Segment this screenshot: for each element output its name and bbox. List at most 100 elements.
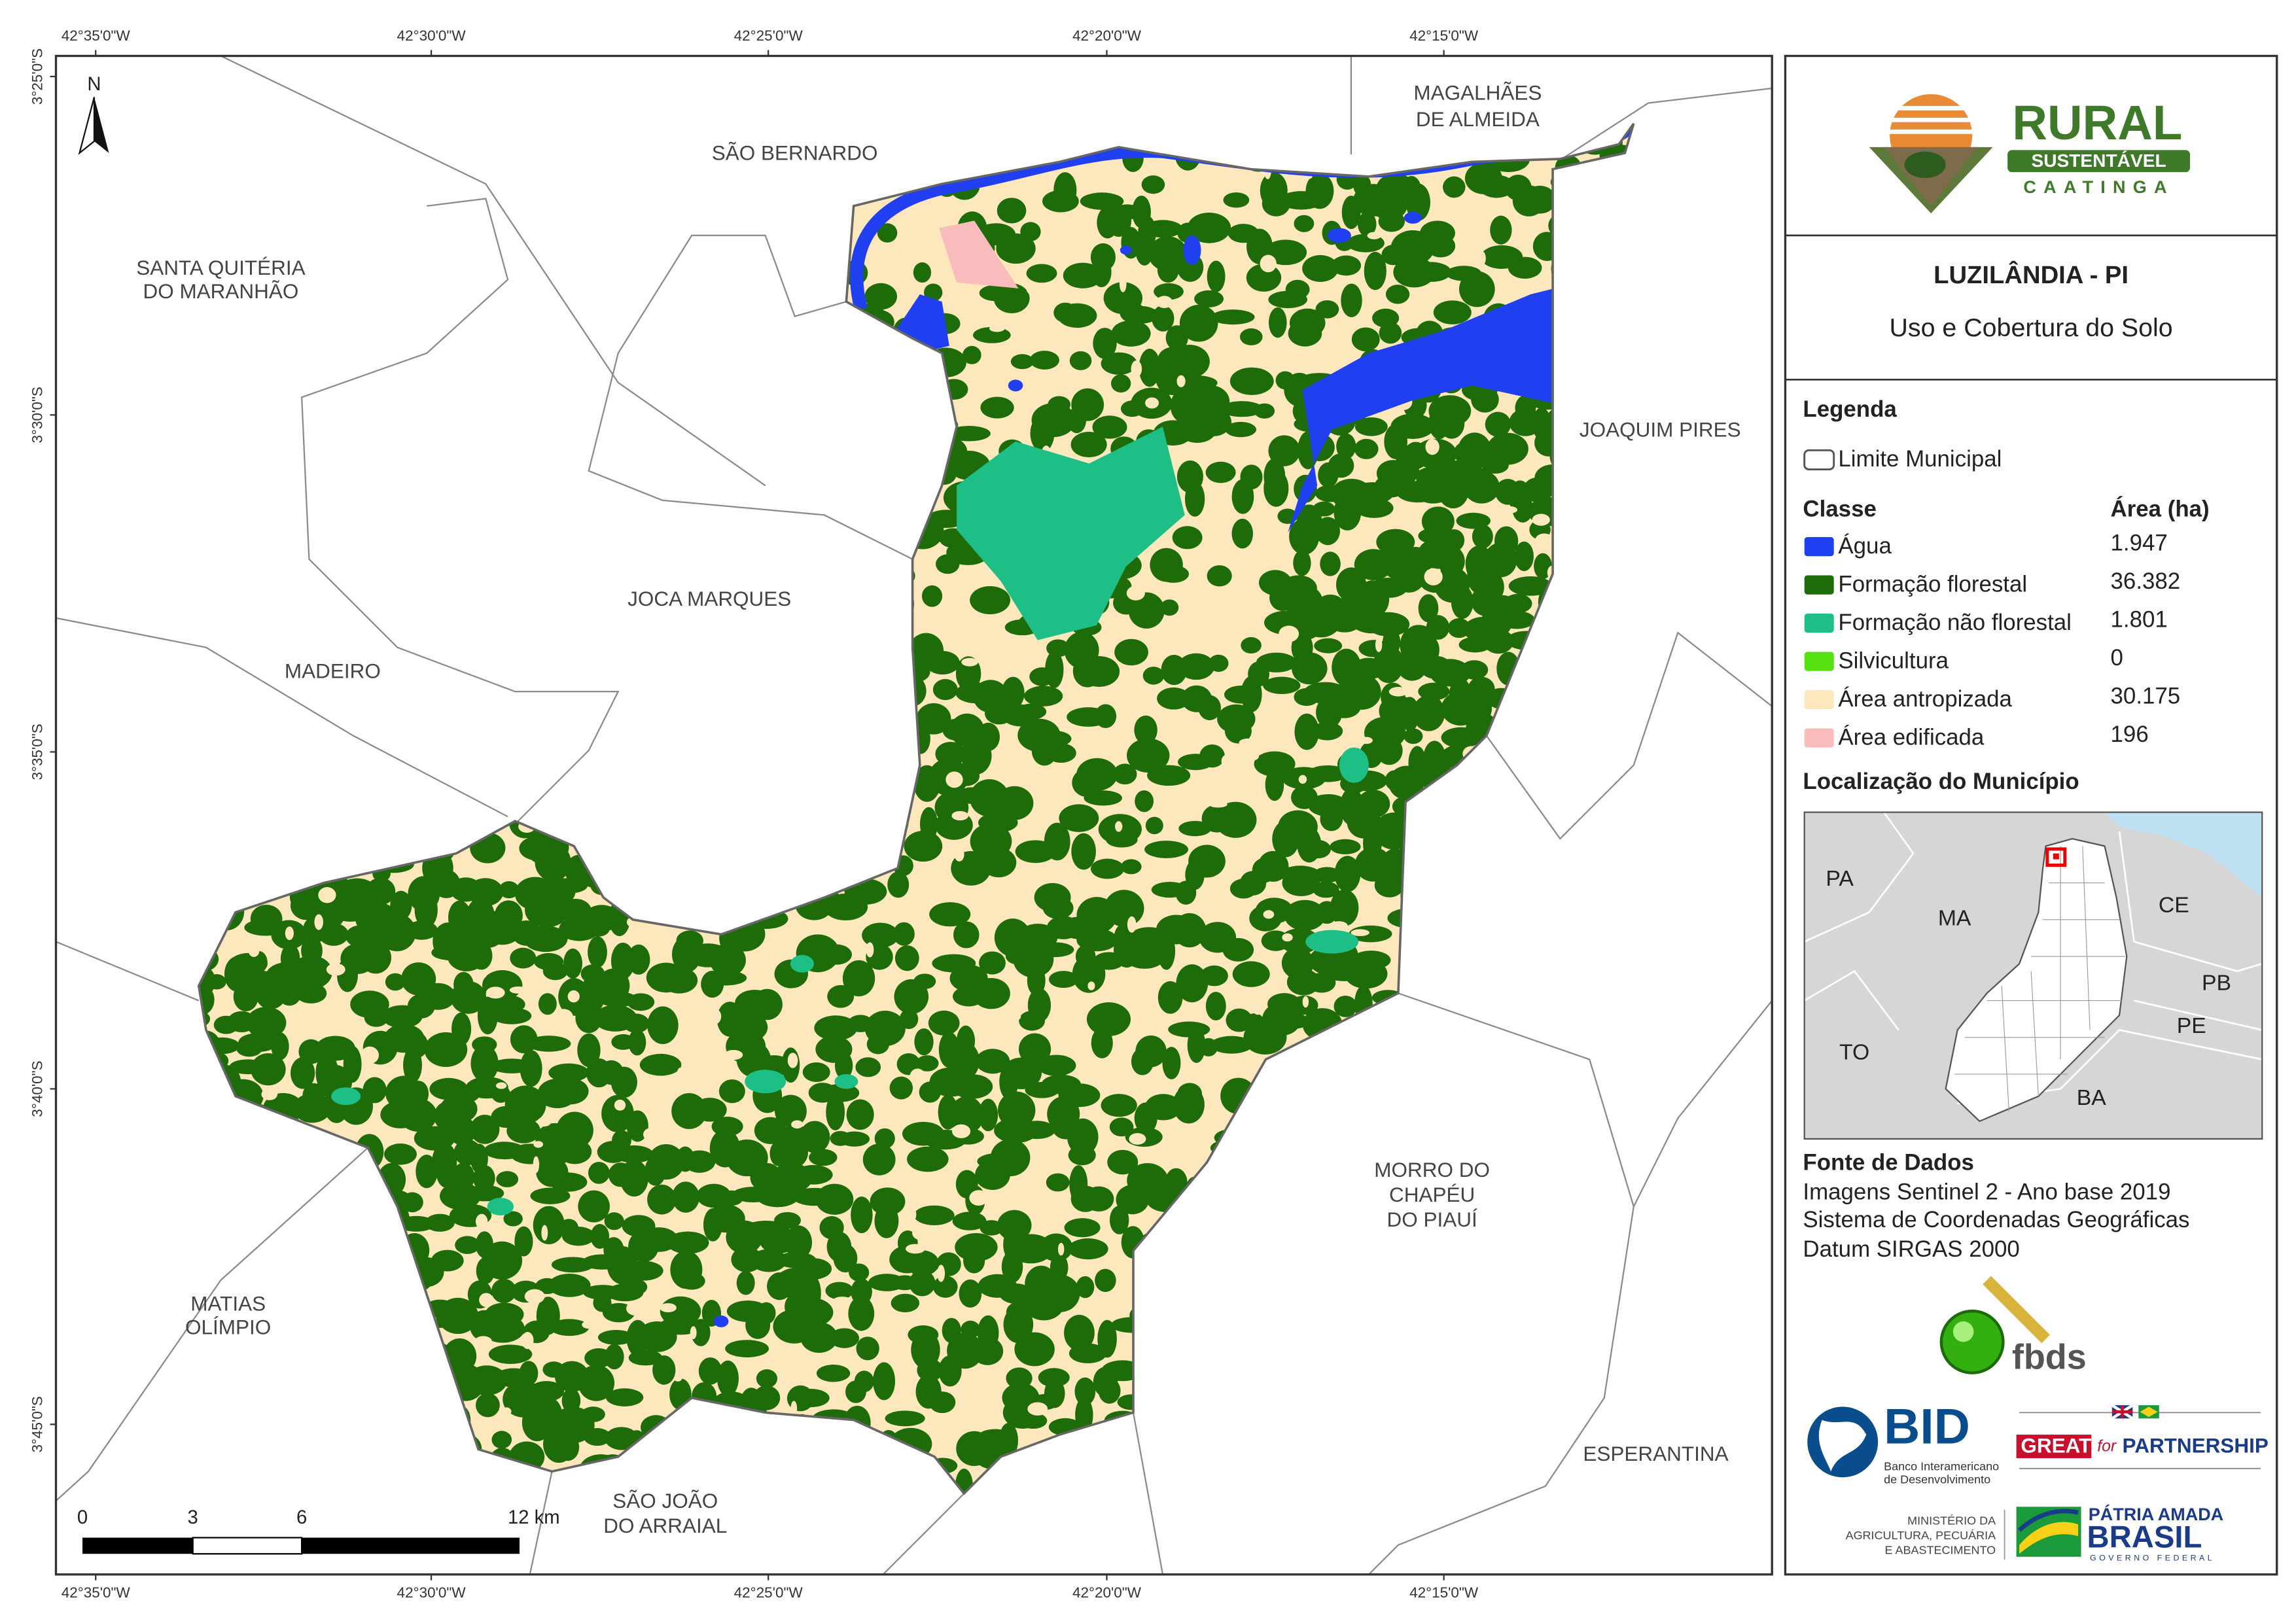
built-up-area <box>939 220 1019 288</box>
anthropic-patch <box>910 1068 925 1085</box>
forest-patch <box>1122 940 1167 969</box>
forest-patch <box>932 1276 958 1298</box>
forest-patch <box>1076 758 1118 791</box>
forest-patch <box>207 974 226 990</box>
forest-patch <box>1070 432 1107 458</box>
forest-patch <box>431 1249 464 1272</box>
lat-tick-label: 3°45'0"S <box>29 1396 45 1452</box>
forest-patch <box>906 1250 939 1276</box>
great-box <box>2016 1435 2092 1459</box>
forest-patch <box>1014 1332 1055 1367</box>
forest-patch <box>1374 873 1405 898</box>
forest-patch <box>1375 736 1403 765</box>
legend-rows: Água 1.947 Formação florestal 36.382 Formaçã… <box>1804 530 2180 750</box>
neighbor-label: OLÍMPIO <box>185 1315 271 1338</box>
anthropic-patch <box>1126 585 1145 601</box>
forest-patch <box>647 1184 677 1215</box>
forest-patch <box>953 921 980 949</box>
forest-patch <box>785 1225 813 1260</box>
great-text: for <box>2097 1438 2117 1456</box>
forest-patch <box>839 1131 870 1147</box>
anthropic-patch <box>1156 296 1173 308</box>
forest-patch <box>1040 1233 1073 1262</box>
forest-patch <box>1392 561 1426 593</box>
forest-patch <box>1194 290 1224 307</box>
forest-patch <box>1269 307 1287 338</box>
border <box>529 1471 553 1575</box>
forest-patch <box>1057 303 1097 328</box>
anthropic-patch <box>1500 506 1518 514</box>
forest-patch <box>1314 638 1343 654</box>
forest-patch <box>963 1248 985 1274</box>
forest-patch <box>1069 351 1092 370</box>
anthropic-patch <box>660 1303 677 1313</box>
anthropic-patch <box>533 1156 539 1174</box>
forest-patch <box>1284 1013 1309 1029</box>
forest-patch <box>1173 913 1207 948</box>
forest-patch <box>1173 1085 1205 1124</box>
anthropic-patch <box>1253 1005 1262 1015</box>
forest-patch <box>925 651 960 675</box>
border <box>56 1147 369 1502</box>
bid-subtext: Banco Interamericano <box>1884 1459 1999 1473</box>
anthropic-patch <box>1282 933 1293 942</box>
anthropic-patch <box>1239 738 1258 747</box>
scale-label: 3 <box>188 1507 198 1528</box>
forest-patch <box>1354 417 1388 436</box>
logo-rural: RURAL SUSTENTÁVEL CAATINGA <box>1869 94 2191 214</box>
forest-patch <box>503 1211 523 1227</box>
anthropic-patch <box>1360 737 1373 744</box>
forest-patch <box>1068 1145 1096 1166</box>
forest-patch <box>1426 234 1456 258</box>
forest-patch <box>862 922 899 948</box>
forest-patch <box>645 1156 666 1186</box>
forest-patch <box>891 1293 920 1313</box>
anthropic-patch <box>486 986 505 999</box>
forest-patch <box>1208 654 1229 672</box>
forest-patch <box>1076 1276 1095 1299</box>
forest-patch <box>277 982 302 1006</box>
forest-patch <box>491 1431 512 1449</box>
bid-subtext: de Desenvolvimento <box>1884 1473 1990 1486</box>
forest-patch <box>480 1314 525 1343</box>
non-forest-area <box>957 427 1185 640</box>
forest-patch <box>1263 676 1301 695</box>
forest-patch <box>873 1362 896 1401</box>
forest-patch <box>1433 300 1472 324</box>
forest-patch <box>578 1365 615 1401</box>
forest-patch <box>405 920 438 940</box>
forest-patch <box>1026 264 1057 283</box>
forest-patch <box>420 983 456 1010</box>
forest-patch <box>1036 1055 1076 1076</box>
forest-patch <box>397 1215 436 1232</box>
forest-patch <box>1101 1094 1137 1117</box>
forest-patch <box>563 948 582 979</box>
forest-patch <box>1460 660 1489 680</box>
forest-patch <box>597 1329 635 1345</box>
forest-patch <box>1320 551 1341 576</box>
non-forest-area <box>790 954 814 973</box>
anthropic-patch <box>1057 361 1070 370</box>
bid-continent <box>1818 1420 1867 1472</box>
north-arrow <box>94 97 109 153</box>
forest-patch <box>1343 674 1381 710</box>
forest-patch <box>1471 386 1499 413</box>
forest-patch <box>1379 322 1402 344</box>
forest-patch <box>1289 518 1320 555</box>
anthropic-patch <box>969 1190 988 1206</box>
anthropic-patch <box>833 1297 851 1304</box>
boundary-swatch <box>1803 449 1835 470</box>
ministry-text: MINISTÉRIO DA <box>1907 1514 1996 1527</box>
neighbor-label: SANTA QUITÉRIA <box>136 256 305 279</box>
forest-patch <box>978 1098 998 1132</box>
forest-patch <box>1131 1047 1154 1075</box>
pond <box>1008 379 1023 392</box>
forest-patch <box>550 1319 590 1336</box>
fbds-ball <box>1939 1309 2005 1374</box>
anthropic-patch <box>1330 921 1348 931</box>
forest-patch <box>775 1094 807 1128</box>
forest-patch <box>251 1053 286 1086</box>
forest-patch <box>791 1388 830 1408</box>
logo-banner <box>2007 150 2191 173</box>
neighbor-label: DE ALMEIDA <box>1416 107 1540 131</box>
